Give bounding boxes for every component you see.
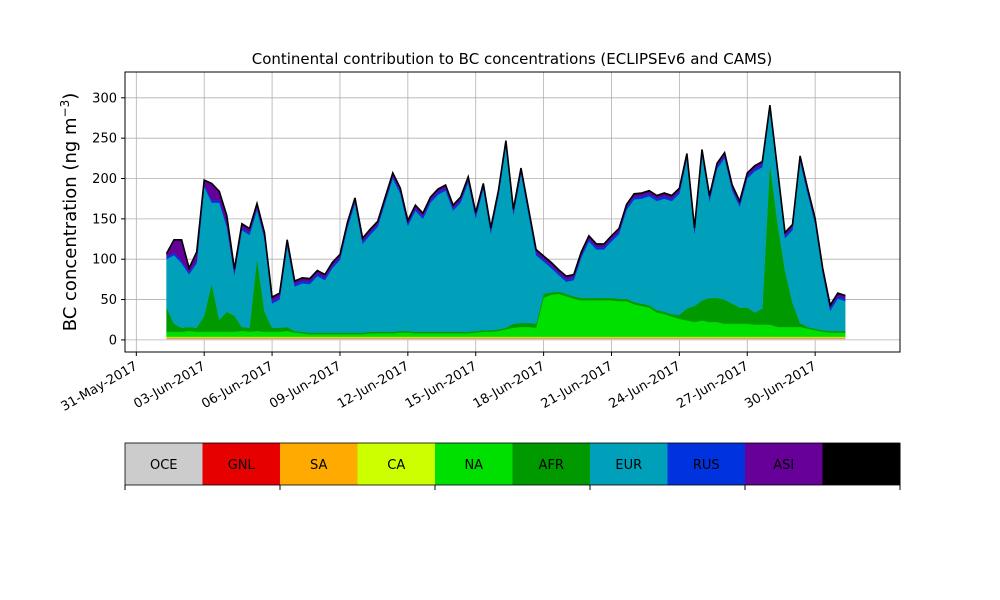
legend-label: ASI [773,458,794,473]
y-axis-ticks: 0 50 100 150 200 250 300 [92,91,125,348]
x-tick-label: 31-May-2017 [59,359,141,415]
legend-entry-rus: RUS [667,443,746,485]
total-outline [165,104,846,308]
x-tick-label: 18-Jun-2017 [471,359,548,412]
legend-label: CA [387,458,405,473]
legend-entry-afr: AFR [512,443,591,485]
legend-entry-ca: CA [357,443,436,485]
legend-swatch [357,443,436,485]
legend-label: RUS [693,458,720,473]
legend-label: EUR [615,458,642,473]
legend-label: AFR [539,458,564,473]
legend-swatch [125,443,203,485]
legend-entry-na: NA [435,443,513,485]
x-tick-label: 03-Jun-2017 [131,359,208,412]
legend-swatch [590,443,668,485]
legend-entry-asi: ASI [745,443,823,485]
y-tick-label: 100 [92,253,117,268]
legend-entry-eur: EUR [590,443,668,485]
y-tick-label: 200 [92,172,117,187]
area-oce [166,338,846,341]
x-tick-label: 15-Jun-2017 [403,359,480,412]
x-tick-label: 30-Jun-2017 [742,359,819,412]
x-tick-label: 06-Jun-2017 [199,359,276,412]
legend-label: OCE [150,458,178,473]
y-tick-label: 300 [92,91,117,106]
x-tick-label: 24-Jun-2017 [607,359,684,412]
y-tick-label: 250 [92,132,117,147]
legend-swatch [822,443,901,485]
plot-frame [124,71,901,353]
stacked-areas [166,105,846,341]
x-tick-label: 09-Jun-2017 [267,359,344,412]
y-axis-label: BC concentration (ng m−3) [58,93,81,332]
x-tick-label: 27-Jun-2017 [674,359,751,412]
legend-swatch [202,443,281,485]
y-tick-label: 0 [109,333,117,348]
region-colorbar-legend: OCE GNL SA CA NA AFR EUR RUS ASI AUS [124,442,901,490]
legend-frame [124,442,901,486]
legend-label: NA [464,458,483,473]
y-tick-label: 50 [100,293,117,308]
y-tick-label: 150 [92,212,117,227]
legend-label: AUS [848,458,875,473]
legend-swatch [745,443,823,485]
legend-swatch [512,443,591,485]
legend-entry-gnl: GNL [202,443,281,485]
legend-label: GNL [228,458,256,473]
legend-entry-aus: AUS [822,443,901,485]
legend-entry-oce: OCE [125,443,203,485]
x-axis-ticks: 31-May-201703-Jun-201706-Jun-201709-Jun-… [59,352,819,415]
x-tick-label: 21-Jun-2017 [539,359,616,412]
legend-swatch [667,443,746,485]
legend-entry-sa: SA [280,443,358,485]
chart-title: Continental contribution to BC concentra… [252,50,773,68]
x-tick-label: 12-Jun-2017 [335,359,412,412]
legend-swatch [435,443,513,485]
legend-swatch [280,443,358,485]
legend-label: SA [310,458,327,473]
